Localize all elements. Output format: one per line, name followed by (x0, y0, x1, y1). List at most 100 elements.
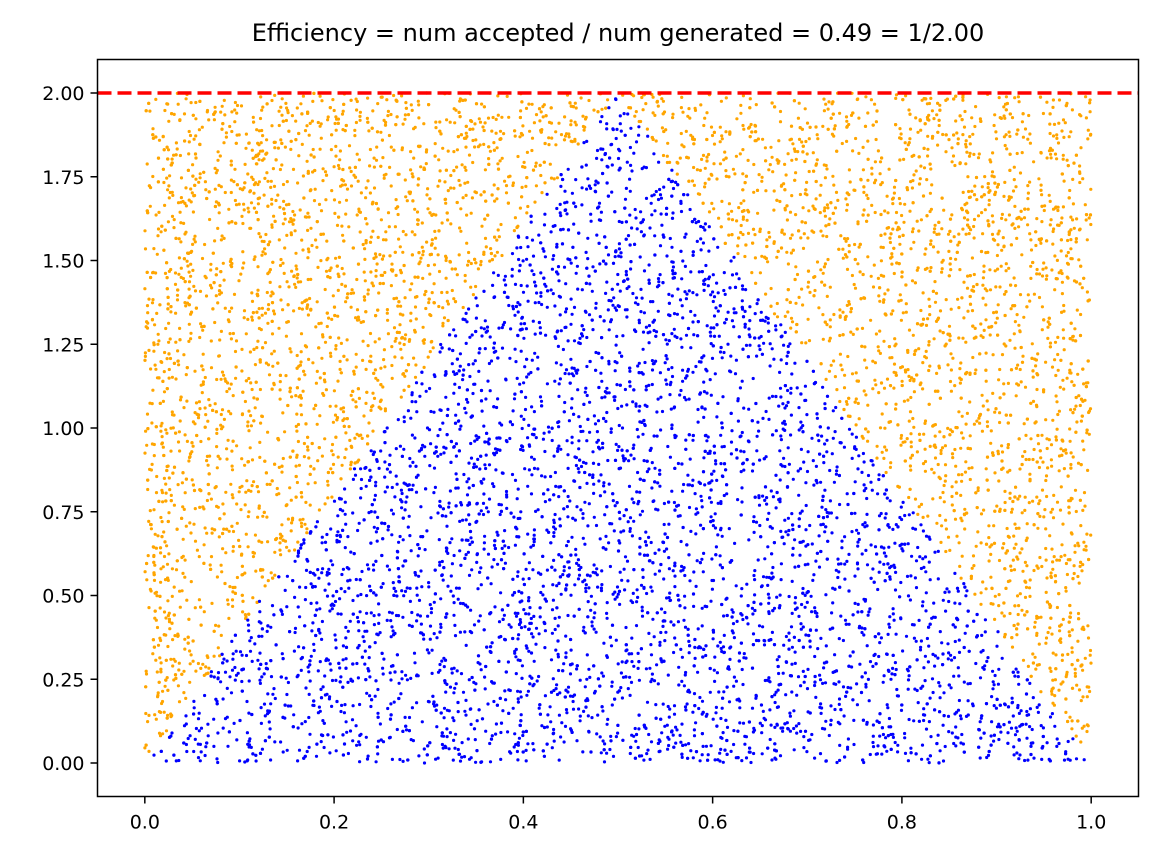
rejected-point (1013, 522, 1017, 526)
rejected-point (943, 463, 948, 467)
rejected-point (256, 265, 260, 269)
rejected-point (1055, 133, 1059, 137)
rejected-point (1053, 678, 1057, 682)
rejected-point (1006, 446, 1010, 450)
rejected-point (665, 160, 670, 165)
rejected-point (167, 620, 172, 624)
rejected-point (1049, 156, 1053, 160)
rejected-point (846, 354, 850, 359)
rejected-point (242, 316, 246, 320)
rejected-point (397, 237, 401, 241)
rejected-point (1004, 413, 1008, 417)
rejected-point (176, 349, 180, 353)
rejected-point (213, 166, 217, 170)
rejected-point (1062, 309, 1066, 313)
rejected-point (255, 162, 259, 166)
rejected-point (244, 615, 248, 619)
rejected-point (203, 242, 207, 247)
rejected-point (549, 121, 554, 125)
rejected-point (333, 211, 337, 215)
rejected-point (520, 100, 524, 104)
rejected-point (166, 599, 170, 603)
rejected-point (715, 177, 719, 181)
rejected-point (145, 578, 149, 582)
rejected-point (359, 191, 363, 195)
rejected-point (233, 108, 237, 112)
rejected-point (1057, 223, 1061, 227)
rejected-point (788, 138, 792, 142)
rejected-point (170, 594, 174, 599)
rejected-point (229, 159, 233, 163)
rejected-point (498, 129, 503, 133)
rejected-point (1004, 586, 1008, 591)
rejected-point (250, 291, 254, 295)
rejected-point (984, 379, 988, 383)
rejected-point (955, 534, 959, 538)
rejected-point (353, 134, 357, 138)
rejected-point (340, 178, 344, 182)
rejected-point (258, 116, 263, 121)
rejected-point (1045, 446, 1049, 451)
rejected-point (980, 429, 985, 433)
rejected-point (441, 306, 445, 310)
rejected-point (878, 172, 882, 176)
rejected-point (162, 633, 166, 637)
rejected-point (193, 369, 197, 373)
rejected-point (760, 175, 764, 179)
rejected-point (976, 214, 981, 218)
rejected-point (270, 223, 274, 227)
rejected-point (794, 213, 798, 217)
rejected-point (167, 367, 171, 372)
rejected-point (176, 483, 180, 487)
rejected-point (322, 371, 326, 376)
rejected-point (933, 280, 937, 284)
rejected-point (979, 322, 983, 326)
rejected-point (932, 471, 936, 475)
rejected-point (344, 198, 349, 202)
rejected-point (1089, 222, 1093, 227)
rejected-point (989, 575, 993, 579)
rejected-point (359, 433, 363, 437)
rejected-point (152, 545, 156, 549)
rejected-point (824, 224, 828, 228)
rejected-point (216, 454, 220, 458)
rejected-point (882, 339, 886, 343)
rejected-point (344, 300, 348, 304)
rejected-point (147, 606, 151, 610)
rejected-point (851, 149, 855, 153)
rejected-point (247, 429, 251, 433)
rejected-point (1025, 610, 1029, 614)
rejected-point (332, 305, 337, 309)
rejected-point (989, 160, 993, 164)
rejected-point (197, 180, 201, 184)
rejected-point (1012, 534, 1016, 538)
rejected-point (1018, 329, 1022, 333)
rejected-point (290, 518, 295, 522)
rejected-point (526, 204, 530, 209)
rejected-point (490, 258, 494, 262)
rejected-point (948, 379, 953, 384)
rejected-point (385, 308, 389, 312)
rejected-point (277, 123, 281, 128)
rejected-point (871, 359, 875, 363)
rejected-point (735, 117, 739, 121)
rejected-point (801, 144, 805, 148)
rejected-point (479, 263, 483, 267)
rejected-point (1078, 564, 1082, 569)
rejected-point (189, 580, 193, 584)
rejected-point (148, 204, 152, 208)
rejected-point (465, 241, 469, 245)
rejected-point (305, 159, 309, 163)
rejected-point (860, 344, 864, 348)
rejected-point (1006, 534, 1010, 539)
rejected-point (796, 150, 800, 154)
rejected-point (379, 164, 383, 168)
rejected-point (866, 157, 870, 161)
rejected-point (742, 209, 746, 213)
rejected-point (886, 211, 890, 215)
rejected-point (1008, 491, 1012, 495)
rejected-point (870, 172, 874, 176)
rejected-point (232, 292, 237, 296)
rejected-point (430, 238, 434, 242)
rejected-point (1061, 157, 1065, 161)
